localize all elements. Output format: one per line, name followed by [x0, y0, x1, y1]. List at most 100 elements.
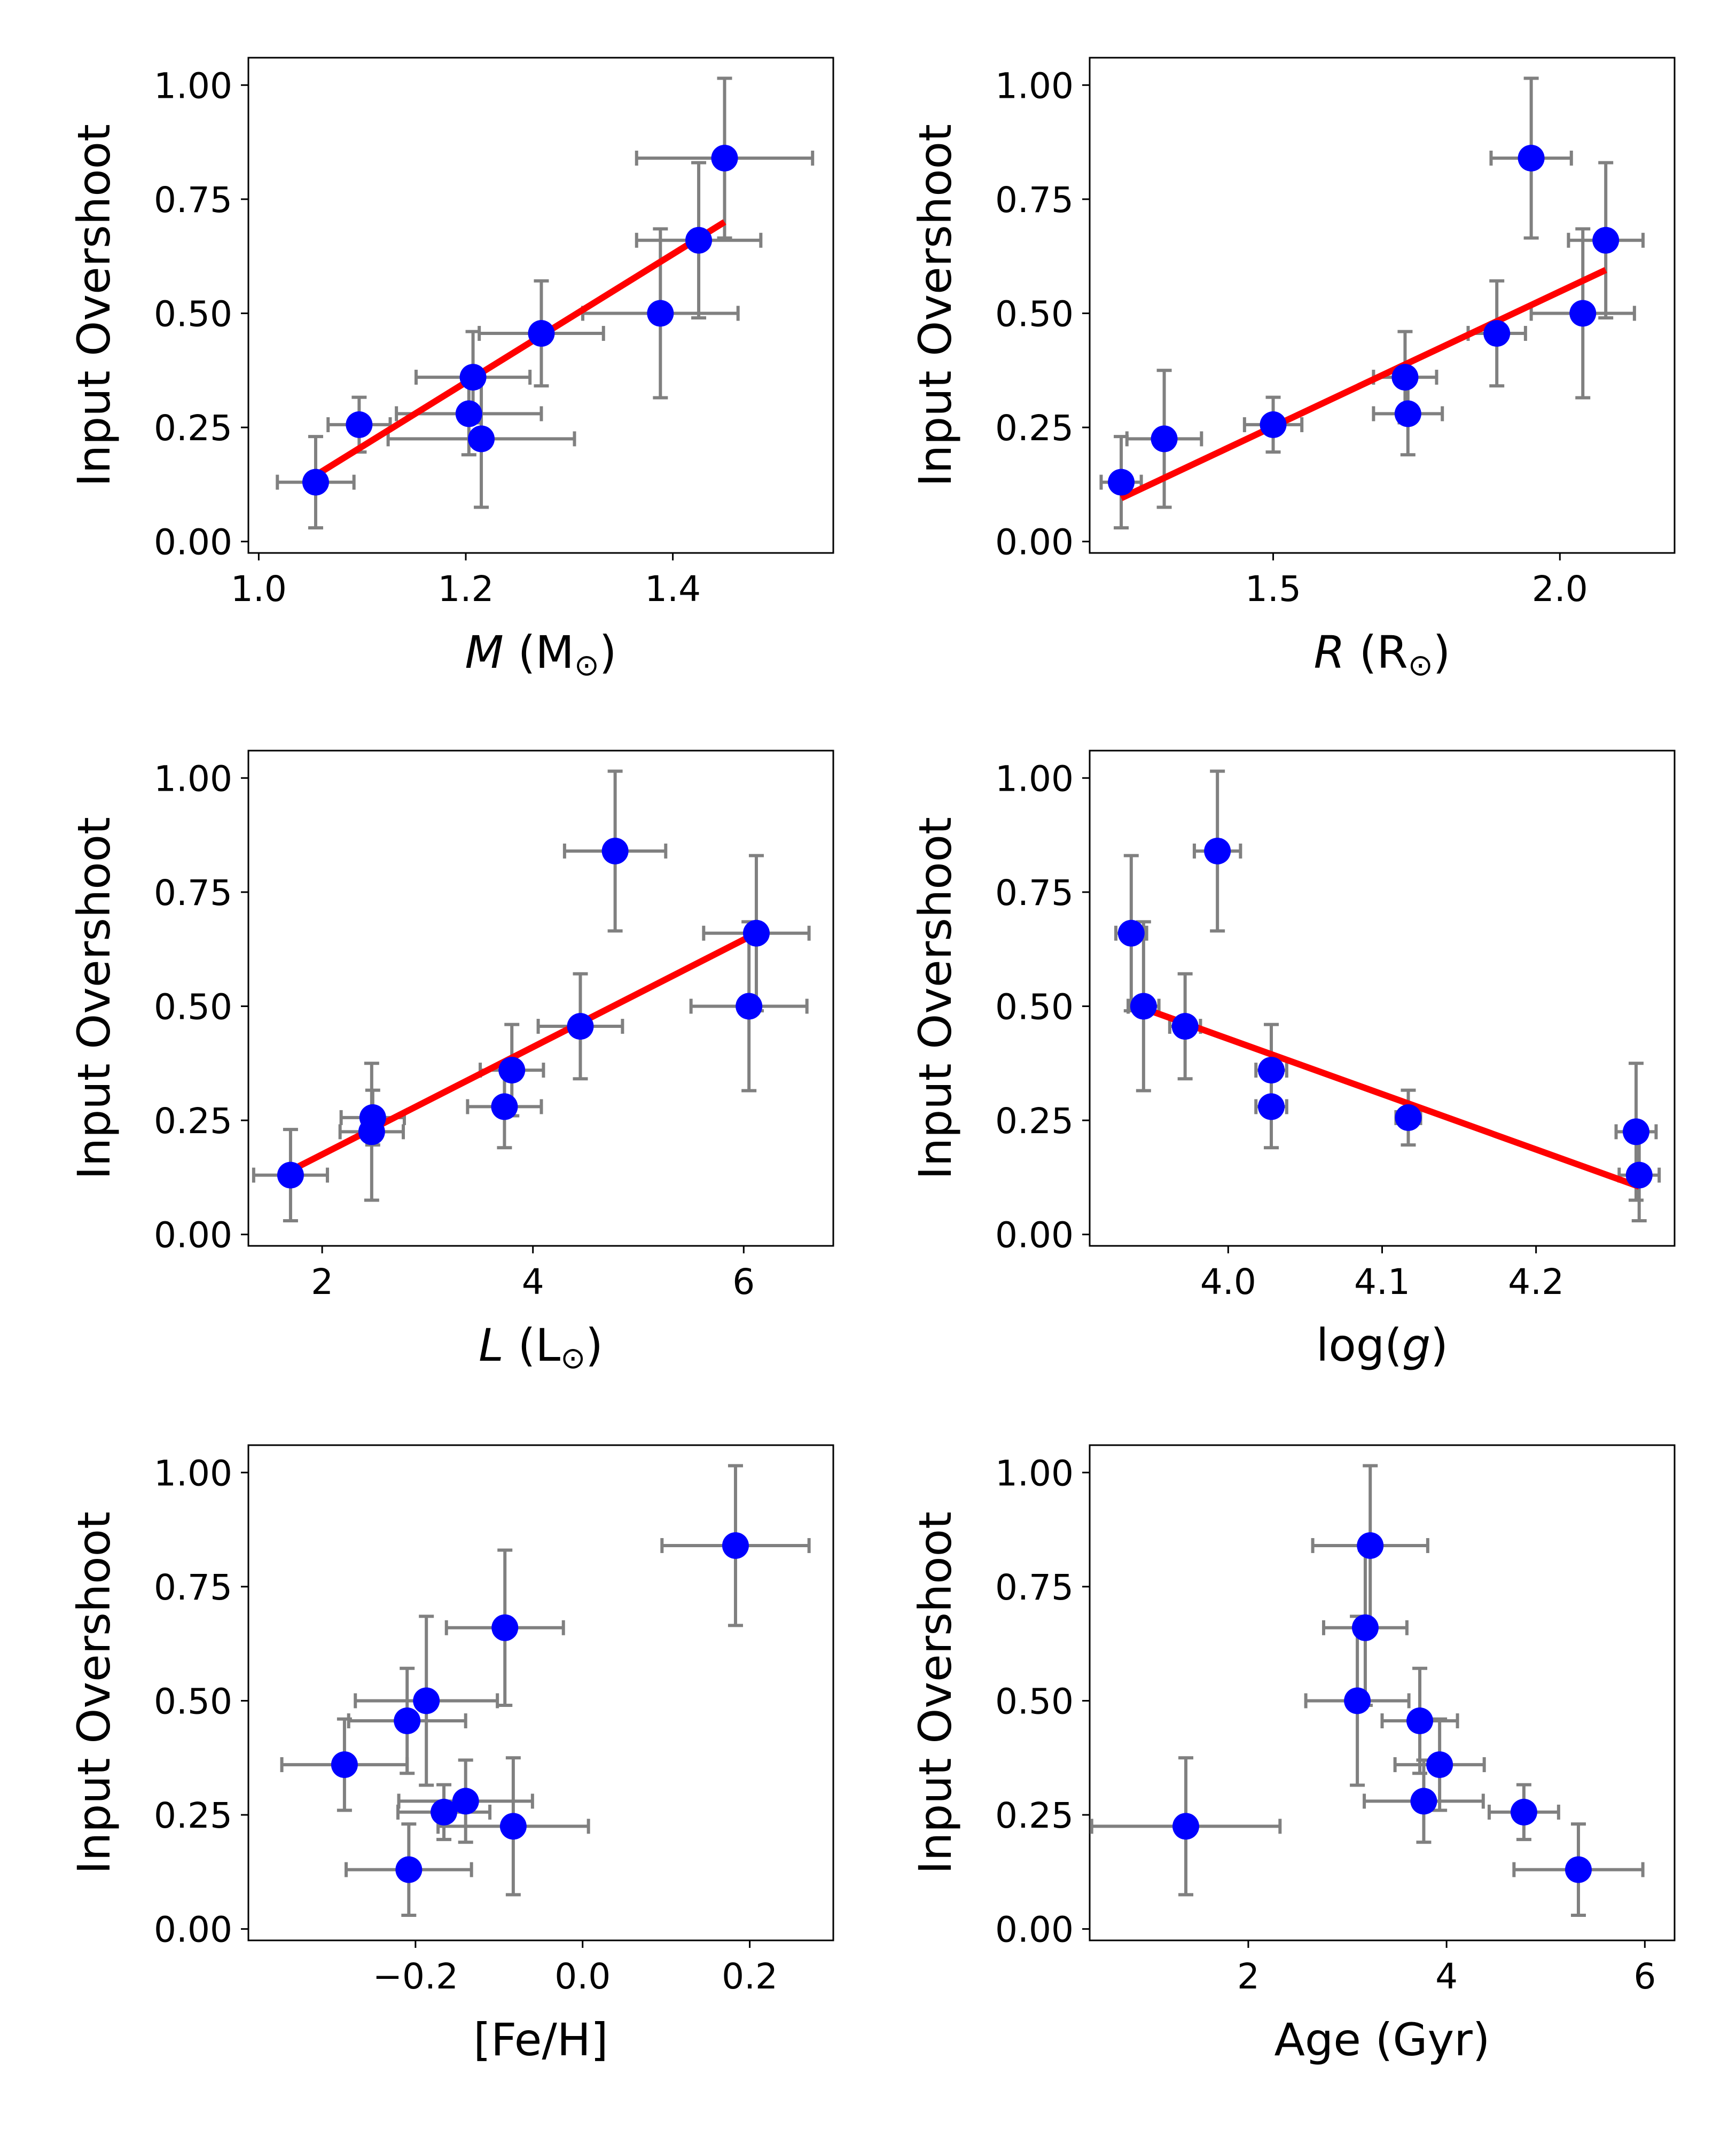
- y-tick-label: 0.50: [995, 293, 1074, 334]
- x-axis-label: M (M⊙): [465, 626, 616, 683]
- x-axis-label-part: g: [1402, 1319, 1430, 1371]
- x-axis-label: L (L⊙): [479, 1319, 603, 1376]
- data-point: [1406, 1707, 1434, 1735]
- y-tick-label: 0.00: [995, 1909, 1074, 1951]
- data-point: [459, 364, 487, 391]
- x-axis-label-part: ): [1430, 1319, 1448, 1371]
- x-tick-label: 1.5: [1245, 568, 1301, 610]
- y-axis-label: Input Overshoot: [909, 817, 961, 1180]
- y-tick-label: 0.00: [154, 1909, 232, 1951]
- y-tick-label: 0.50: [995, 986, 1074, 1027]
- x-tick-label: 4: [1435, 1956, 1458, 1997]
- x-axis-label-part: ⊙: [1408, 648, 1433, 683]
- panel-luminosity: 0.00 0.25 0.50 0.75 1.00 2 4 6 L (L⊙) Input Overs…: [68, 750, 834, 1376]
- data-point: [1394, 400, 1421, 427]
- y-tick-label: 0.00: [154, 522, 232, 563]
- y-tick-label: 0.75: [995, 180, 1074, 221]
- data-point: [711, 144, 738, 171]
- data-point: [1117, 919, 1145, 947]
- x-tick-label: 4.2: [1508, 1261, 1564, 1303]
- data-point: [1592, 227, 1620, 254]
- axes-frame: [1089, 1444, 1676, 1941]
- x-axis-label: R (R⊙): [1314, 626, 1451, 683]
- y-tick-label: 1.00: [154, 65, 232, 106]
- y-tick-label: 1.00: [154, 758, 232, 799]
- data-point: [499, 1813, 527, 1840]
- y-tick-label: 0.25: [154, 408, 232, 449]
- y-tick-label: 1.00: [154, 1453, 232, 1494]
- y-tick-label: 0.50: [995, 1681, 1074, 1722]
- y-tick-label: 0.50: [154, 293, 232, 334]
- data-point: [1130, 993, 1157, 1020]
- data-point: [1171, 1013, 1199, 1040]
- data-point: [567, 1013, 594, 1040]
- x-axis-label-part: R: [1314, 626, 1345, 678]
- x-axis-label-part: Age (Gyr): [1274, 2014, 1490, 2066]
- y-tick-label: 1.00: [995, 1453, 1074, 1494]
- x-tick-label: 1.4: [645, 568, 701, 610]
- data-point: [302, 469, 329, 496]
- data-point: [331, 1751, 358, 1779]
- x-tick-label: 0.0: [554, 1956, 611, 1997]
- axes-frame: [247, 57, 834, 554]
- data-point: [452, 1788, 479, 1815]
- x-axis-label-part: ⊙: [574, 648, 599, 683]
- data-point: [1260, 411, 1287, 438]
- data-point: [346, 411, 373, 438]
- x-axis-label-part: (M: [504, 626, 574, 678]
- x-axis-label: log(g): [1316, 1319, 1448, 1371]
- x-axis-label-part: (R: [1345, 626, 1408, 678]
- data-point: [1510, 1798, 1537, 1826]
- y-tick-label: 1.00: [995, 65, 1074, 106]
- data-point: [1569, 300, 1597, 327]
- data-point: [1204, 837, 1231, 864]
- x-tick-label: 2: [1237, 1956, 1260, 1997]
- x-axis-label-part: ⊙: [560, 1341, 585, 1376]
- x-tick-label: 0.2: [722, 1956, 778, 1997]
- data-point: [431, 1798, 458, 1826]
- data-point: [601, 837, 629, 864]
- data-point: [1258, 1057, 1285, 1084]
- y-axis-label: Input Overshoot: [909, 124, 961, 487]
- y-axis-label: Input Overshoot: [68, 817, 120, 1180]
- data-point: [736, 993, 763, 1020]
- data-point: [1172, 1813, 1200, 1840]
- data-point: [468, 425, 495, 453]
- y-tick-label: 0.25: [995, 1795, 1074, 1836]
- y-tick-label: 0.75: [154, 1567, 232, 1608]
- data-point: [528, 320, 555, 347]
- data-point: [742, 919, 770, 947]
- data-point: [359, 1104, 386, 1131]
- panel-mass: 0.00 0.25 0.50 0.75 1.00 1.0 1.2 1.4 M (M⊙) Input…: [68, 57, 834, 683]
- x-axis-label-part: ): [585, 1319, 603, 1371]
- x-tick-label: 4.1: [1354, 1261, 1410, 1303]
- y-tick-label: 0.25: [154, 1795, 232, 1836]
- data-point: [491, 1093, 518, 1120]
- y-tick-label: 0.25: [995, 1101, 1074, 1142]
- y-tick-label: 0.25: [154, 1101, 232, 1142]
- x-tick-label: 4: [522, 1261, 544, 1303]
- x-tick-label: 2: [311, 1261, 333, 1303]
- x-axis-label-part: (L: [504, 1319, 560, 1371]
- y-tick-label: 0.75: [154, 180, 232, 221]
- panel-logg: 0.00 0.25 0.50 0.75 1.00 4.0 4.1 4.2 log(g) Input…: [909, 750, 1676, 1371]
- data-point: [1625, 1161, 1653, 1189]
- data-point: [1108, 469, 1135, 496]
- data-point: [498, 1057, 526, 1084]
- x-tick-label: −0.2: [373, 1956, 458, 1997]
- x-axis-label-part: L: [479, 1319, 504, 1371]
- x-axis-label: [Fe/H]: [473, 2014, 608, 2066]
- y-tick-label: 1.00: [995, 758, 1074, 799]
- data-point: [413, 1687, 440, 1714]
- x-tick-label: 4.0: [1200, 1261, 1256, 1303]
- panel-radius: 0.00 0.25 0.50 0.75 1.00 1.5 2.0 R (R⊙) Input Ov…: [909, 57, 1676, 683]
- data-point: [277, 1161, 304, 1189]
- data-point: [647, 300, 674, 327]
- x-tick-label: 2.0: [1532, 568, 1588, 610]
- panel-age: 0.00 0.25 0.50 0.75 1.00 2 4 6 Age (Gyr) Input Ov…: [909, 1444, 1676, 2066]
- data-point: [685, 227, 713, 254]
- x-tick-label: 1.2: [438, 568, 494, 610]
- x-axis-label-part: ): [1433, 626, 1451, 678]
- y-tick-label: 0.00: [154, 1215, 232, 1256]
- axes-frame: [1089, 750, 1676, 1247]
